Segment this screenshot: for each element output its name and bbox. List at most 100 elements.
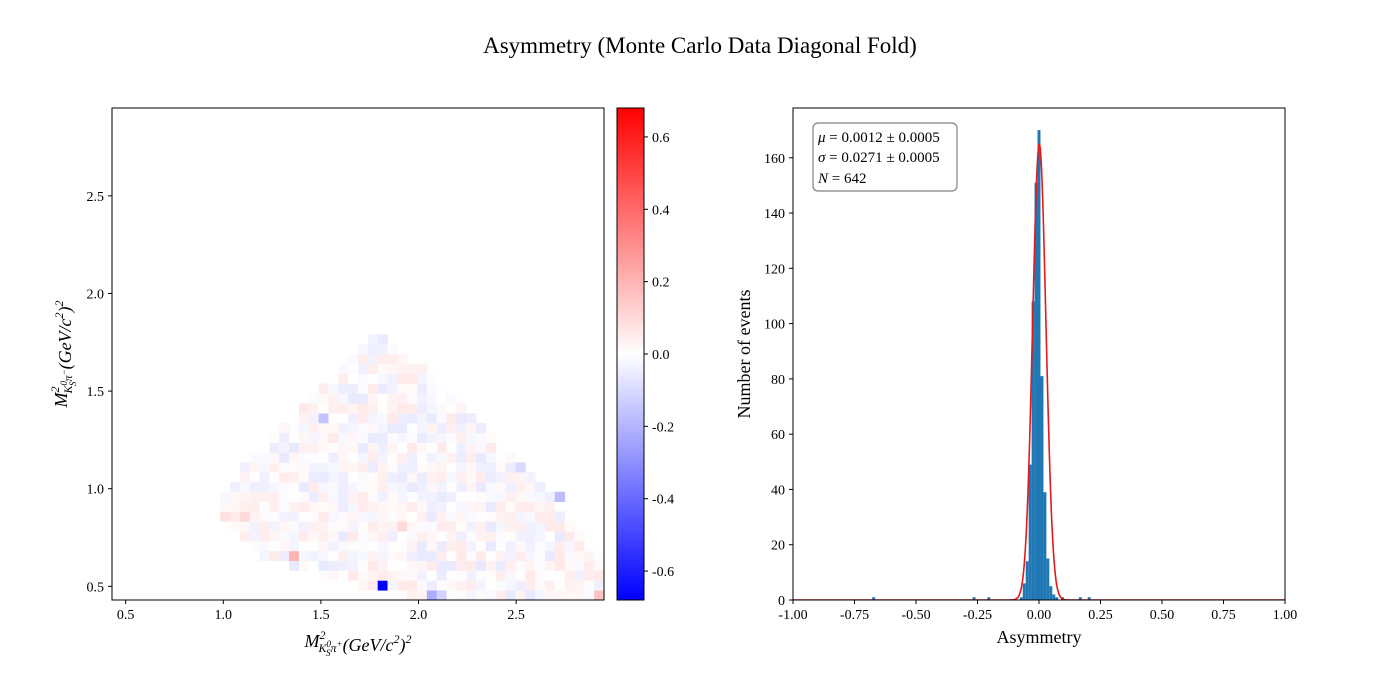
heatmap-cell: [515, 570, 526, 581]
heatmap-cell: [387, 344, 398, 355]
x-tick-label: 0.75: [1211, 608, 1236, 623]
heatmap-cell: [397, 511, 408, 522]
heatmap-cell: [584, 540, 595, 552]
heatmap-cell: [436, 590, 447, 600]
x-tick-label: 2.0: [410, 608, 428, 623]
histogram-panel: -1.00 -0.75 -0.50 -0.25 0.00 0.25 0.50 0.75 1.00…: [734, 107, 1297, 647]
heatmap-cell: [318, 383, 329, 394]
heatmap-cell: [515, 491, 526, 502]
heatmap-cell: [436, 580, 447, 591]
heatmap-cell: [328, 491, 339, 502]
heatmap-cell: [417, 560, 428, 571]
heatmap-frame: [111, 107, 605, 601]
heatmap-cell: [554, 540, 566, 552]
heatmap-cell: [417, 432, 428, 443]
heatmap-cell: [417, 472, 428, 483]
heatmap-cell: [338, 560, 349, 571]
heatmap-cell: [279, 521, 290, 532]
heatmap-cell: [338, 383, 349, 394]
heatmap-cell: [338, 403, 349, 414]
heatmap-cell: [367, 550, 379, 562]
heatmap-cell: [476, 501, 487, 512]
heatmap-cell: [544, 531, 556, 542]
heatmap-cell: [348, 442, 359, 453]
histogram-x-ticks: -1.00 -0.75 -0.50 -0.25 0.00 0.25 0.50 0.75 1.00: [778, 600, 1297, 623]
histogram-bar: [1040, 376, 1044, 600]
heatmap-cell: [426, 560, 438, 571]
heatmap-cell: [417, 462, 428, 473]
heatmap-cell: [259, 442, 270, 453]
heatmap-cell: [308, 403, 320, 414]
heatmap-cell: [308, 422, 320, 434]
y-tick-label: 100: [764, 318, 785, 333]
heatmap-cell: [338, 393, 349, 404]
heatmap-cell: [495, 472, 506, 483]
heatmap-cell: [338, 413, 349, 424]
heatmap-cell: [515, 462, 526, 473]
heatmap-cell: [456, 452, 467, 463]
heatmap-cell: [367, 501, 379, 512]
heatmap-cell: [594, 560, 604, 571]
heatmap-cell: [387, 472, 398, 483]
heatmap-cell: [584, 590, 595, 600]
heatmap-cell: [426, 442, 438, 453]
heatmap-cell: [397, 501, 408, 512]
heatmap-cell: [525, 521, 536, 532]
heatmap-cell: [505, 590, 516, 600]
heatmap-cell: [476, 521, 487, 532]
heatmap-cell: [377, 354, 388, 365]
heatmap-cell: [289, 560, 300, 571]
heatmap-cell: [456, 403, 467, 414]
heatmap-cell: [269, 472, 280, 483]
heatmap-cell: [426, 403, 438, 414]
heatmap-cell: [446, 432, 457, 443]
heatmap-cell: [515, 540, 526, 552]
heatmap-cell: [485, 570, 497, 581]
heatmap-cell: [348, 531, 359, 542]
heatmap-cell: [397, 550, 408, 562]
heatmap-cell: [476, 472, 487, 483]
heatmap-cell: [230, 481, 241, 493]
heatmap-cell: [466, 413, 477, 424]
heatmap-cell: [456, 413, 467, 424]
heatmap-cell: [495, 511, 506, 522]
heatmap-cell: [535, 501, 546, 512]
heatmap-cell: [417, 413, 428, 424]
heatmap-cell: [446, 491, 457, 502]
heatmap-y-ticks: 0.5 1.0 1.5 2.0 2.5: [87, 190, 112, 595]
heatmap-cell: [525, 560, 536, 571]
x-tick-label: 0.50: [1150, 608, 1175, 623]
heatmap-cell: [574, 580, 585, 591]
heatmap-cell: [436, 570, 447, 581]
heatmap-cell: [348, 363, 359, 375]
stats-line-sigma: σ = 0.0271 ± 0.0005: [818, 150, 940, 166]
heatmap-cell: [584, 580, 595, 591]
heatmap-cell: [466, 511, 477, 522]
heatmap-cell: [466, 570, 477, 581]
heatmap-cell: [348, 481, 359, 493]
heatmap-cell: [377, 462, 388, 473]
heatmap-cell: [436, 481, 447, 493]
heatmap-cell: [584, 570, 595, 581]
heatmap-cell: [407, 452, 418, 463]
heatmap-cell: [318, 570, 329, 581]
heatmap-cell: [446, 403, 457, 414]
heatmap-cell: [446, 481, 457, 493]
heatmap-cell: [525, 540, 536, 552]
heatmap-cell: [328, 432, 339, 443]
heatmap-cell: [348, 432, 359, 443]
heatmap-cell: [289, 550, 300, 562]
heatmap-cell: [505, 521, 516, 532]
heatmap-cell: [505, 511, 516, 522]
heatmap-cell: [328, 481, 339, 493]
heatmap-cell: [377, 452, 388, 463]
heatmap-cell: [407, 383, 418, 394]
heatmap-cell: [279, 550, 290, 562]
heatmap-cell: [466, 590, 477, 600]
heatmap-cell: [377, 432, 388, 443]
heatmap-cell: [239, 521, 251, 532]
histogram-bar: [1055, 597, 1059, 600]
heatmap-y-axis-label: M2K0Sπ−(GeV/c2)2: [48, 300, 78, 408]
heatmap-cell: [564, 531, 575, 542]
heatmap-cell: [269, 442, 280, 453]
